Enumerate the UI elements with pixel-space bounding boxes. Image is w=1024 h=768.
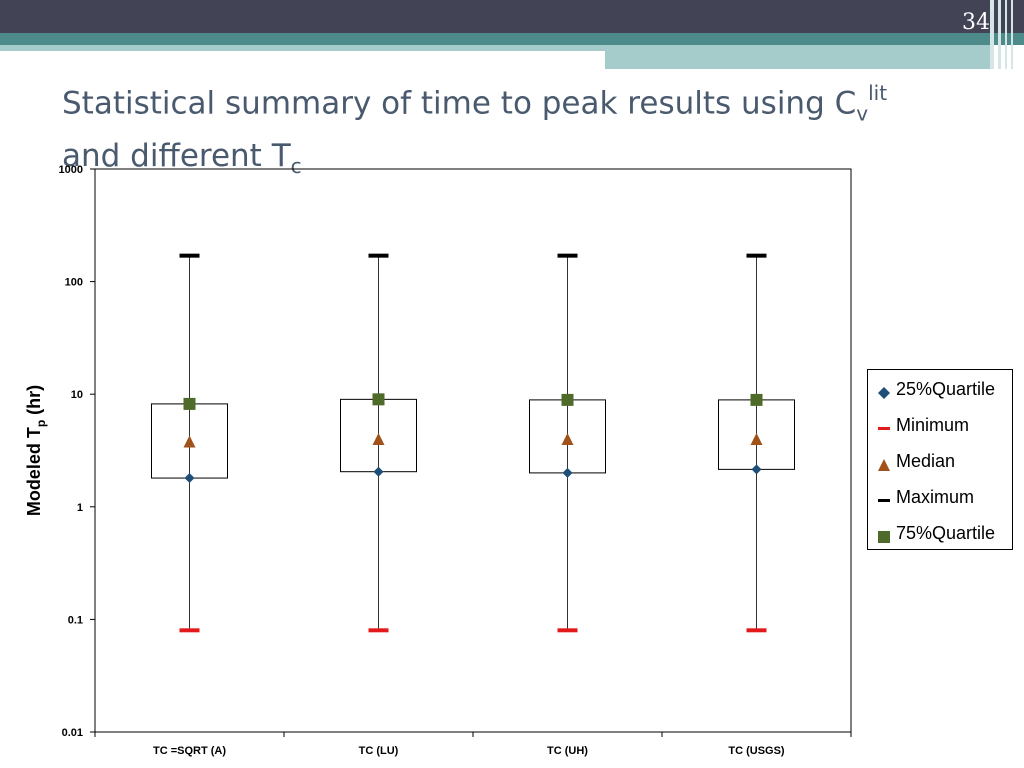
median-marker	[183, 435, 196, 448]
chart-legend: 25%Quartile Minimum Median Maximum 75%Qu…	[867, 369, 1013, 550]
median-marker	[561, 433, 574, 446]
legend-swatch-q75	[878, 531, 890, 543]
title-line2: and different T	[62, 137, 291, 174]
header-band-light	[0, 45, 605, 51]
median-marker	[372, 433, 385, 446]
title-line1: Statistical summary of time to peak resu…	[62, 85, 857, 122]
diamond-marker-icon	[878, 383, 890, 399]
title-line2-subscript: c	[290, 153, 302, 178]
legend-label: 75%Quartile	[896, 522, 996, 543]
q75-marker	[750, 393, 763, 406]
y-tick-label: 10	[71, 389, 83, 401]
x-category-label: TC (LU)	[359, 745, 399, 757]
header-band-teal	[0, 33, 1024, 45]
maximum-marker	[557, 253, 578, 258]
y-tick-label: 1000	[59, 164, 83, 176]
legend-item-q75: 75%Quartile	[878, 522, 995, 544]
minimum-marker	[746, 628, 767, 633]
q25-marker	[751, 464, 762, 475]
triangle-marker-icon	[878, 455, 890, 471]
median-marker	[750, 433, 763, 446]
dash-marker-icon	[878, 419, 890, 431]
header-stripe	[998, 0, 1001, 69]
minimum-marker	[368, 628, 389, 633]
square-marker-icon	[878, 527, 890, 543]
legend-item-q25: 25%Quartile	[878, 378, 995, 400]
q75-marker	[372, 393, 385, 406]
box-plot-chart: 0.01 0.1 1 10 100 1000 TC =SQRT (A) TC (LU) TC (…	[24, 164, 852, 757]
maximum-marker	[179, 253, 200, 258]
legend-item-maximum: Maximum	[878, 486, 974, 508]
legend-swatch-minimum	[878, 427, 890, 430]
y-tick-label: 0.1	[68, 614, 83, 626]
header-stripe	[1005, 0, 1007, 69]
slide-title: Statistical summary of time to peak resu…	[62, 74, 962, 187]
q75-marker	[561, 393, 574, 406]
legend-swatch-maximum	[878, 499, 890, 502]
header-stripe	[990, 0, 994, 69]
header-band-dark	[0, 0, 1024, 33]
y-tick-label: 100	[65, 277, 83, 289]
x-category-label: TC (UH)	[547, 745, 588, 757]
minimum-marker	[557, 628, 578, 633]
legend-swatch-median	[878, 459, 890, 471]
maximum-marker	[368, 253, 389, 258]
slide-number: 34	[962, 10, 990, 35]
minimum-marker	[179, 628, 200, 633]
q25-marker	[562, 467, 573, 478]
title-line1-subscript: v	[856, 101, 869, 126]
y-axis-label: Modeled Tp (hr)	[24, 385, 48, 516]
legend-item-minimum: Minimum	[878, 414, 969, 436]
title-line1-superscript: lit	[868, 81, 888, 105]
maximum-marker	[746, 253, 767, 258]
x-category-label: TC (USGS)	[728, 745, 785, 757]
x-category-label: TC =SQRT (A)	[153, 745, 226, 757]
legend-label: Maximum	[896, 486, 975, 507]
legend-label: 25%Quartile	[896, 378, 996, 399]
legend-label: Median	[896, 450, 956, 471]
legend-item-median: Median	[878, 450, 955, 472]
header-stripe	[1011, 0, 1013, 69]
y-tick-label: 0.01	[62, 727, 83, 739]
header-band-right	[605, 45, 990, 69]
y-tick-label: 1	[77, 502, 83, 514]
q75-marker	[183, 397, 196, 410]
legend-swatch-q25	[878, 387, 890, 399]
q25-marker	[184, 473, 195, 484]
dash-marker-icon	[878, 491, 890, 503]
legend-label: Minimum	[896, 414, 970, 435]
q25-marker	[373, 466, 384, 477]
